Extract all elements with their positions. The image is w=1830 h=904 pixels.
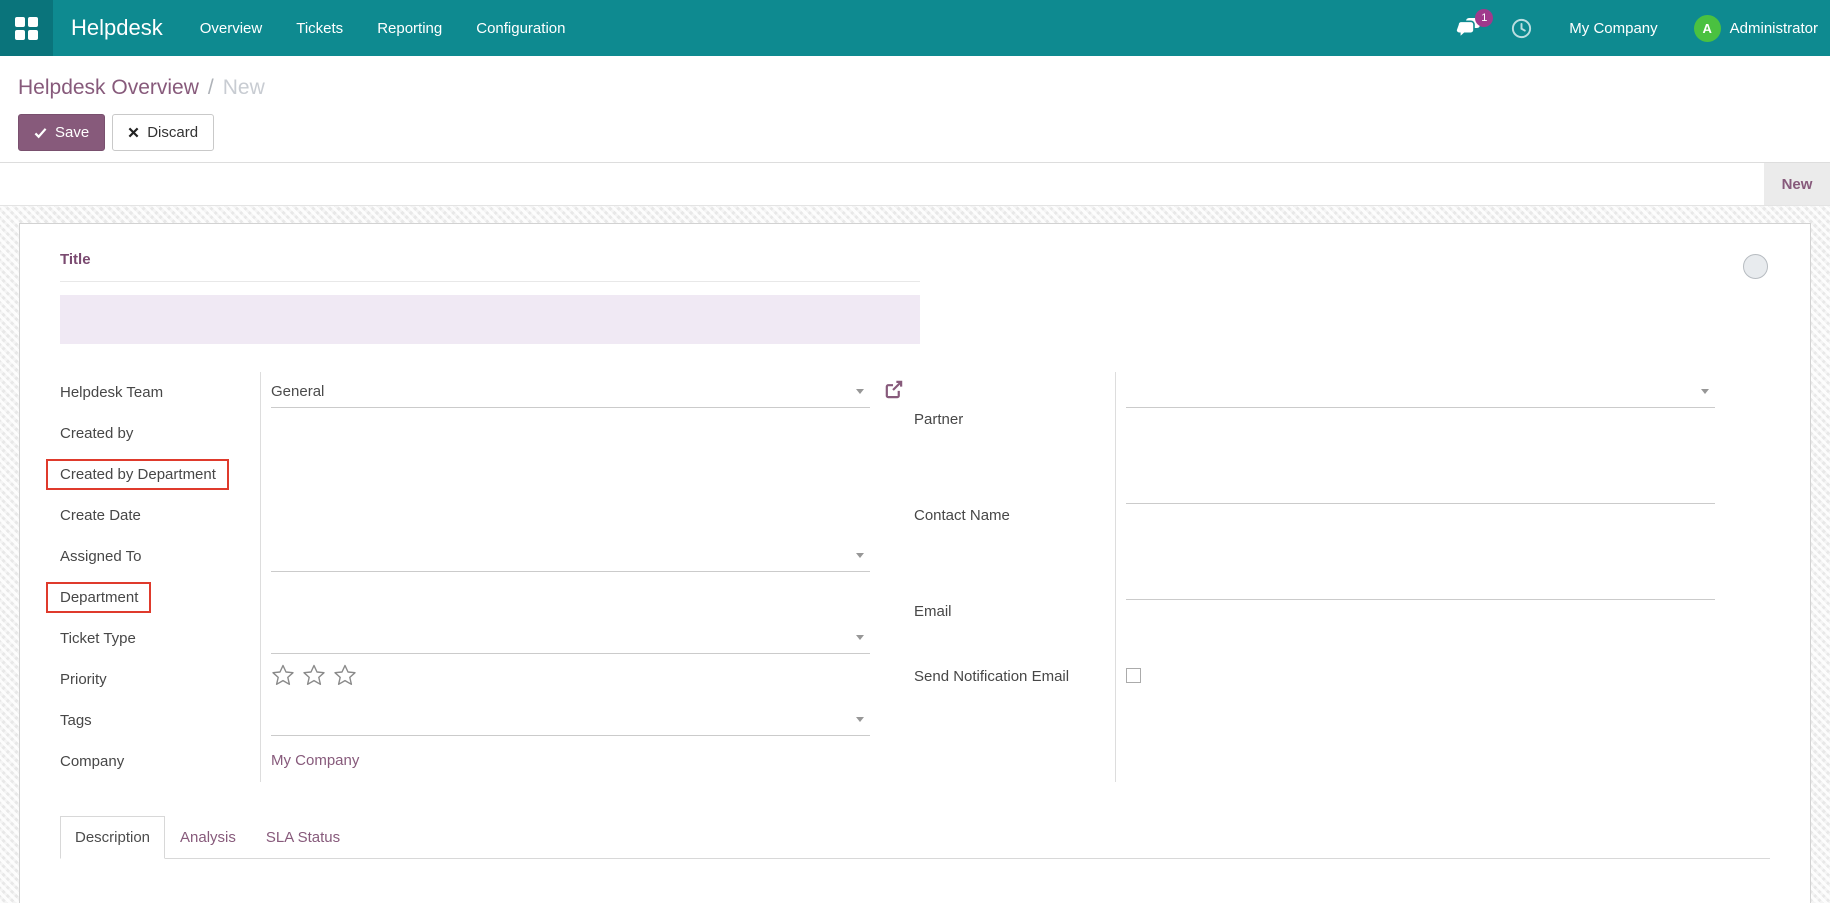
create-date-value <box>260 495 870 536</box>
annotation-box-department: Department <box>46 582 152 613</box>
label-contact-name: Contact Name <box>914 507 1010 525</box>
right-field-group: Partner Contact Name Email <box>914 372 1715 782</box>
helpdesk-team-select[interactable]: General <box>271 375 870 408</box>
department-value <box>260 577 870 618</box>
check-icon <box>34 127 47 138</box>
label-assigned-to: Assigned To <box>60 548 142 565</box>
form-sheet: Title Helpdesk Team General <box>19 223 1811 904</box>
label-email: Email <box>914 602 952 620</box>
chevron-down-icon[interactable] <box>1701 389 1709 394</box>
user-menu[interactable]: A Administrator <box>1680 14 1822 42</box>
label-partner: Partner <box>914 411 964 429</box>
label-create-date: Create Date <box>60 507 141 524</box>
tab-analysis[interactable]: Analysis <box>180 828 236 846</box>
menu-overview[interactable]: Overview <box>199 19 263 37</box>
statusbar: New <box>0 162 1830 206</box>
ticket-type-select[interactable] <box>271 621 870 654</box>
notebook-tabs: Description Analysis SLA Status <box>60 816 1770 859</box>
save-button[interactable]: Save <box>18 114 106 151</box>
title-divider <box>60 281 920 282</box>
company-switcher[interactable]: My Company <box>1569 19 1658 37</box>
apps-grid-icon <box>15 16 38 40</box>
left-field-group: Helpdesk Team General Created by <box>46 372 903 782</box>
internal-link-icon[interactable] <box>883 379 904 400</box>
chevron-down-icon[interactable] <box>856 553 864 558</box>
breadcrumb-separator: / <box>207 76 214 99</box>
label-tags: Tags <box>60 712 92 729</box>
created-by-department-value <box>260 454 870 495</box>
kanban-state-icon[interactable] <box>1743 254 1768 279</box>
contact-name-input[interactable] <box>1126 471 1715 504</box>
messages-count-badge: 1 <box>1475 9 1494 27</box>
send-notification-email-checkbox[interactable] <box>1126 668 1141 684</box>
x-icon <box>128 127 139 138</box>
company-link[interactable]: My Company <box>271 752 360 769</box>
label-priority: Priority <box>60 671 107 688</box>
breadcrumb: Helpdesk Overview / New <box>0 56 1830 100</box>
breadcrumb-parent-link[interactable]: Helpdesk Overview <box>18 76 199 99</box>
created-by-value <box>260 413 870 454</box>
menu-tickets[interactable]: Tickets <box>296 19 344 37</box>
star-icon[interactable] <box>271 663 295 687</box>
field-groups: Helpdesk Team General Created by <box>46 372 1770 782</box>
menu-reporting[interactable]: Reporting <box>377 19 443 37</box>
label-send-notification-email: Send Notification Email <box>914 668 1070 686</box>
top-navbar: Helpdesk Overview Tickets Reporting Conf… <box>0 0 1830 56</box>
menu-configuration[interactable]: Configuration <box>476 19 566 37</box>
assigned-to-select[interactable] <box>271 539 870 572</box>
avatar: A <box>1693 14 1721 42</box>
activities-button[interactable] <box>1496 0 1547 56</box>
apps-menu-button[interactable] <box>0 0 53 56</box>
label-created-by: Created by <box>60 425 134 442</box>
title-label: Title <box>60 251 91 268</box>
messages-button[interactable]: 1 <box>1441 0 1496 56</box>
navbar-right: 1 My Company A Administrator <box>1441 0 1830 56</box>
annotation-box-created-by-department: Created by Department <box>46 459 229 490</box>
tab-description[interactable]: Description <box>60 816 166 859</box>
description-editor[interactable] <box>60 859 1770 904</box>
discard-button[interactable]: Discard <box>112 114 215 151</box>
stage-badge-new[interactable]: New <box>1764 163 1830 205</box>
priority-widget <box>271 663 870 687</box>
label-ticket-type: Ticket Type <box>60 630 136 647</box>
partner-select[interactable] <box>1126 375 1715 408</box>
email-input[interactable] <box>1126 567 1715 600</box>
form-toolbar: Save Discard <box>0 100 1830 162</box>
title-block: Title <box>60 251 920 344</box>
form-background: Title Helpdesk Team General <box>0 206 1830 904</box>
app-title[interactable]: Helpdesk <box>71 15 163 40</box>
tab-sla-status[interactable]: SLA Status <box>265 828 341 846</box>
title-input[interactable] <box>60 295 920 344</box>
chevron-down-icon[interactable] <box>856 635 864 640</box>
company-field: My Company <box>271 744 870 777</box>
star-icon[interactable] <box>302 663 326 687</box>
tags-select[interactable] <box>271 703 870 736</box>
label-helpdesk-team: Helpdesk Team <box>60 384 164 401</box>
chevron-down-icon[interactable] <box>856 389 864 394</box>
label-created-by-department: Created by Department <box>60 466 216 483</box>
label-company: Company <box>60 753 125 770</box>
clock-icon <box>1512 18 1532 38</box>
user-name: Administrator <box>1729 19 1818 37</box>
breadcrumb-current: New <box>222 76 265 99</box>
star-icon[interactable] <box>333 663 357 687</box>
chevron-down-icon[interactable] <box>856 717 864 722</box>
label-department: Department <box>60 589 139 606</box>
